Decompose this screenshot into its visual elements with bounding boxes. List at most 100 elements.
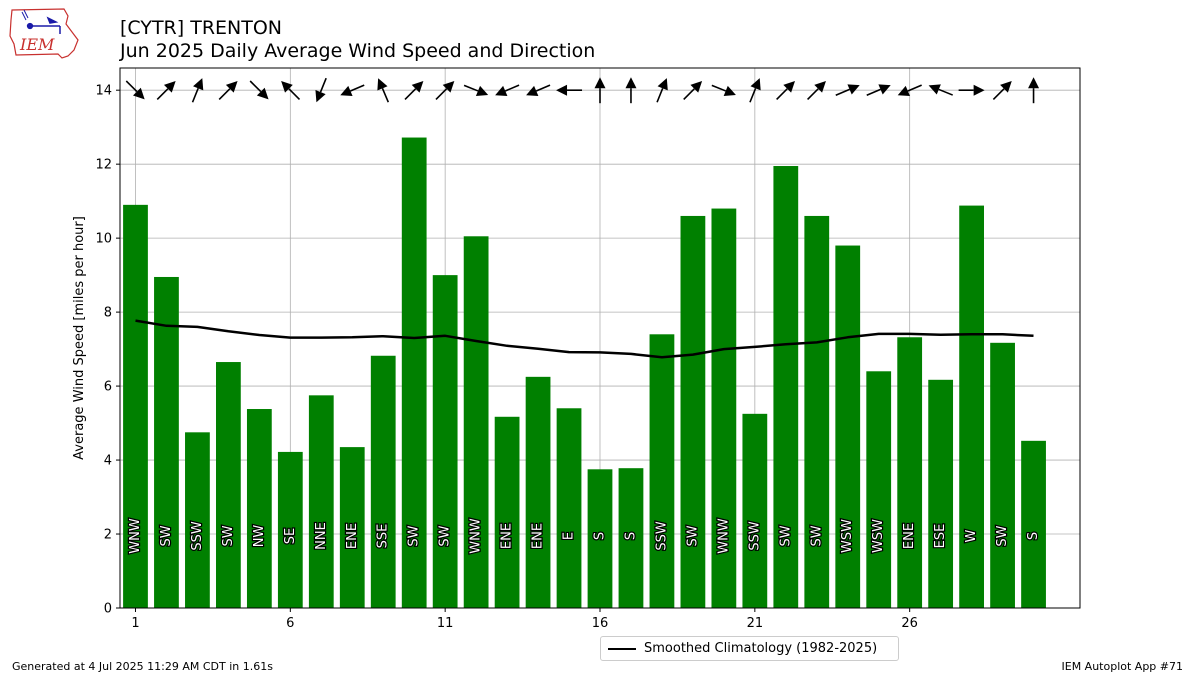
direction-label: NW [252, 525, 267, 548]
bar-day-14 [525, 376, 551, 608]
wind-arrow [435, 80, 455, 100]
wind-arrow [897, 84, 922, 97]
legend-swatch-climatology [608, 647, 636, 650]
wind-arrow-shaft [125, 80, 138, 93]
direction-label: WNW [716, 518, 731, 554]
wind-arrow-head [556, 84, 568, 96]
wind-arrow [495, 84, 520, 97]
wind-arrow-shaft [992, 88, 1005, 100]
bar-day-24 [835, 245, 861, 608]
wind-arrow-head [526, 85, 539, 97]
app-credit: IEM Autoplot App #71 [1061, 660, 1184, 673]
legend: Smoothed Climatology (1982-2025) [600, 636, 899, 661]
wind-arrow-head [783, 80, 795, 93]
wind-arrow [377, 78, 390, 103]
x-tick-label: 1 [131, 616, 139, 631]
climatology-line [135, 319, 1034, 359]
wind-arrow-head [723, 85, 736, 97]
bar-day-8 [339, 447, 365, 608]
wind-arrow-head [814, 80, 826, 93]
wind-arrow [928, 84, 953, 96]
y-tick-label: 12 [95, 158, 112, 173]
bar-day-25 [866, 371, 892, 608]
wind-arrow [125, 80, 145, 100]
wind-arrow-shaft [191, 88, 199, 103]
x-tick-label: 11 [437, 616, 454, 631]
wind-arrow-head [750, 78, 761, 91]
direction-label: SSE [376, 524, 391, 549]
x-tick-label: 6 [286, 616, 294, 631]
wind-arrow-head [133, 87, 145, 100]
wind-arrow-head [256, 87, 269, 100]
bar-day-5 [246, 409, 272, 608]
wind-arrow-head [411, 80, 424, 93]
wind-arrow [683, 80, 703, 100]
direction-arrows [125, 77, 1040, 104]
wind-arrow [218, 80, 238, 100]
wind-arrow-shaft [319, 77, 327, 93]
wind-arrow [191, 78, 204, 103]
climatology-line-group [135, 319, 1034, 359]
direction-label: ENE [531, 523, 546, 549]
bar-day-21 [742, 413, 768, 608]
bar-day-17 [618, 468, 644, 608]
y-tick-label: 10 [95, 232, 112, 247]
wind-arrow-head [594, 77, 606, 89]
wind-arrow-shaft [463, 84, 479, 92]
legend-label-climatology: Smoothed Climatology (1982-2025) [644, 641, 878, 656]
wind-arrow-shaft [807, 88, 819, 100]
bar-day-13 [494, 416, 520, 608]
direction-label: ENE [500, 523, 515, 549]
bar-day-27 [928, 379, 954, 608]
wind-arrow [526, 84, 551, 97]
wind-arrow-shaft [776, 88, 788, 100]
wind-arrow-head [315, 89, 326, 103]
wind-arrow [656, 78, 668, 103]
wind-arrow-shaft [866, 88, 881, 97]
wind-arrow [835, 84, 860, 97]
wind-arrow-shaft [288, 88, 301, 100]
wind-arrow-shaft [249, 80, 262, 93]
wind-arrow [249, 80, 269, 100]
wind-arrow-shaft [218, 88, 231, 100]
direction-label: SSW [654, 521, 669, 551]
bar-day-30 [1021, 440, 1046, 608]
y-tick-label: 6 [104, 380, 112, 395]
wind-arrow-shaft [350, 84, 365, 92]
wind-arrow-head [878, 84, 891, 95]
direction-label: WNW [469, 518, 484, 554]
bar-day-28 [959, 205, 984, 608]
wind-arrow-shaft [156, 88, 169, 100]
bar-day-2 [154, 276, 179, 608]
wind-arrow-head [495, 85, 508, 97]
direction-label: SW [685, 525, 700, 546]
wind-arrow-head [973, 84, 985, 96]
generated-timestamp: Generated at 4 Jul 2025 11:29 AM CDT in … [12, 660, 273, 673]
bar-day-19 [680, 215, 706, 609]
direction-label: WSW [840, 519, 855, 553]
wind-arrow-head [163, 80, 176, 93]
wind-arrow [749, 78, 761, 103]
bar-day-1 [123, 204, 148, 609]
direction-label: SSW [747, 521, 762, 551]
wind-arrow-head [690, 80, 703, 93]
direction-label: SW [159, 525, 174, 546]
wind-arrow [776, 80, 795, 100]
direction-label: W [964, 529, 979, 542]
wind-arrow-shaft [504, 84, 520, 92]
direction-label: SE [283, 528, 298, 544]
wind-arrow-shaft [938, 88, 953, 96]
wind-arrow [404, 80, 424, 100]
wind-arrow-head [340, 85, 353, 97]
direction-label: NNE [314, 522, 329, 550]
direction-label: SW [407, 525, 422, 546]
wind-arrow-head [1000, 80, 1012, 93]
wind-arrow-shaft [381, 88, 390, 103]
wind-arrow-head [1028, 77, 1040, 89]
wind-arrow-head [281, 80, 293, 93]
bar-day-4 [216, 362, 241, 608]
bar-day-29 [990, 342, 1015, 608]
wind-arrow-head [928, 84, 941, 95]
wind-arrow [958, 84, 985, 96]
